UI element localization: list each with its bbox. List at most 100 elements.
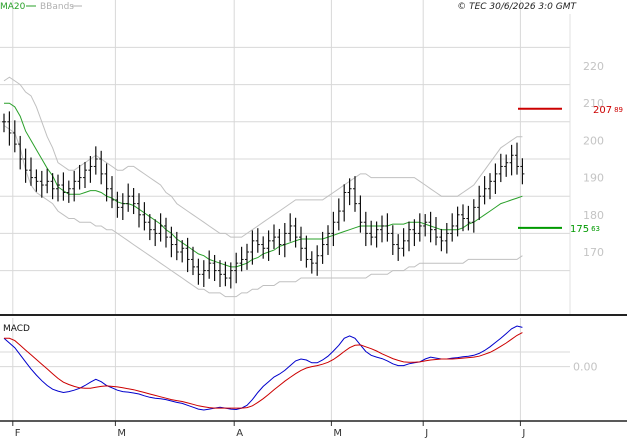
ohlc-bar — [196, 258, 201, 285]
ohlc-bar — [174, 231, 179, 261]
frame-layer — [0, 14, 627, 426]
ohlc-bar — [439, 228, 444, 252]
ohlc-bar — [255, 228, 260, 253]
ohlc-bar — [342, 184, 347, 222]
ohlc-bar — [164, 217, 168, 248]
ohlc-bar — [272, 224, 276, 250]
ohlc-bar — [293, 217, 298, 248]
macd-title: MACD — [3, 324, 30, 334]
ohlc-bar — [331, 211, 336, 247]
ohlc-bar — [336, 198, 341, 231]
ohlc-bar — [288, 213, 293, 242]
ohlc-bar — [477, 185, 482, 221]
ohlc-bar — [299, 226, 303, 261]
macd-y-tick-label: 0.00 — [573, 361, 598, 374]
ohlc-bar — [412, 219, 417, 247]
x-tick-label: M — [333, 428, 342, 439]
y-tick-label: 180 — [583, 209, 604, 222]
macd-line — [3, 325, 523, 411]
bband-upper-line — [3, 76, 523, 238]
ohlc-bar — [234, 252, 239, 284]
y-tick-label: 220 — [583, 60, 604, 73]
level-label: 207 89 — [593, 105, 623, 116]
ohlc-bar — [169, 226, 174, 258]
ohlc-bar — [380, 215, 384, 243]
ohlc-bar — [23, 148, 28, 183]
ohlc-bar — [493, 163, 498, 194]
ohlc-bar — [142, 202, 147, 231]
ohlc-bar — [434, 217, 438, 246]
ohlc-bar — [396, 234, 401, 261]
y-tick-label: 200 — [583, 134, 604, 147]
ohlc-bar — [34, 169, 39, 192]
ohlc-bar — [471, 199, 476, 233]
ohlc-bar — [207, 250, 212, 279]
ohlc-bar — [261, 236, 266, 259]
ohlc-bar — [137, 193, 141, 228]
ohlc-bar — [50, 173, 55, 200]
ohlc-bar — [498, 153, 503, 183]
ohlc-bar — [461, 204, 465, 232]
ohlc-bar — [277, 228, 282, 255]
ohlc-bar — [239, 246, 244, 272]
ohlc-bar — [147, 214, 152, 241]
ohlc-bar — [115, 191, 120, 218]
signal-line — [4, 332, 523, 409]
ohlc-bar — [29, 157, 33, 186]
ohlc-bar — [45, 168, 50, 194]
ohlc-bar — [417, 213, 422, 242]
ohlc-bar — [488, 173, 492, 200]
ohlc-bar — [444, 222, 449, 254]
ohlc-bar — [72, 170, 77, 202]
ohlc-bar — [99, 150, 104, 185]
ohlc-bar — [77, 164, 82, 190]
ohlc-bar — [358, 195, 363, 233]
ohlc-bar — [61, 172, 66, 201]
x-tick-label: J — [521, 428, 525, 439]
ohlc-bar — [120, 193, 125, 221]
ohlc-bar — [304, 235, 309, 268]
ohlc-bar — [374, 221, 379, 248]
x-tick-label: J — [424, 428, 428, 439]
ohlc-bar — [515, 142, 519, 175]
ohlc-bar — [326, 225, 330, 255]
x-tick-label: F — [15, 428, 21, 439]
ohlc-bar — [131, 188, 136, 215]
ohlc-bar — [466, 205, 471, 231]
ohlc-bar — [315, 245, 320, 276]
ohlc-bar — [455, 206, 460, 237]
ohlc-bar — [7, 111, 12, 146]
level-layer — [518, 107, 562, 229]
ohlc-bar — [353, 176, 357, 212]
ohlc-bar — [407, 221, 411, 252]
ohlc-bar — [83, 161, 87, 189]
ohlc-bar — [228, 262, 233, 289]
ohlc-bar — [158, 213, 163, 242]
x-tick-label: M — [117, 428, 126, 439]
bband-lower-line — [3, 125, 523, 298]
macd-layer — [3, 325, 523, 411]
ohlc-bar — [93, 146, 98, 175]
ohlc-bar — [104, 163, 109, 202]
ohlc-bar — [423, 214, 428, 237]
ohlc-bar — [201, 260, 206, 287]
ohlc-bar — [56, 174, 60, 202]
ohlc-bar — [66, 180, 71, 203]
ohlc-bar — [223, 261, 228, 287]
ohlc-bar — [12, 120, 17, 153]
ohlc-bar — [245, 243, 249, 270]
y-tick-label: 210 — [583, 97, 604, 110]
legend-bbands-label: BBands — [40, 2, 74, 12]
ohlc-bar — [504, 154, 509, 177]
level-label: 175 63 — [570, 224, 600, 235]
ohlc-bar — [369, 220, 374, 246]
grid-layer — [0, 0, 570, 421]
ohlc-bar — [2, 113, 6, 133]
ohlc-bar — [509, 144, 514, 176]
ohlc-bar — [88, 156, 93, 183]
ohlc-bar — [153, 219, 158, 247]
ohlc-bar — [363, 211, 368, 247]
ohlc-bar — [250, 230, 255, 265]
